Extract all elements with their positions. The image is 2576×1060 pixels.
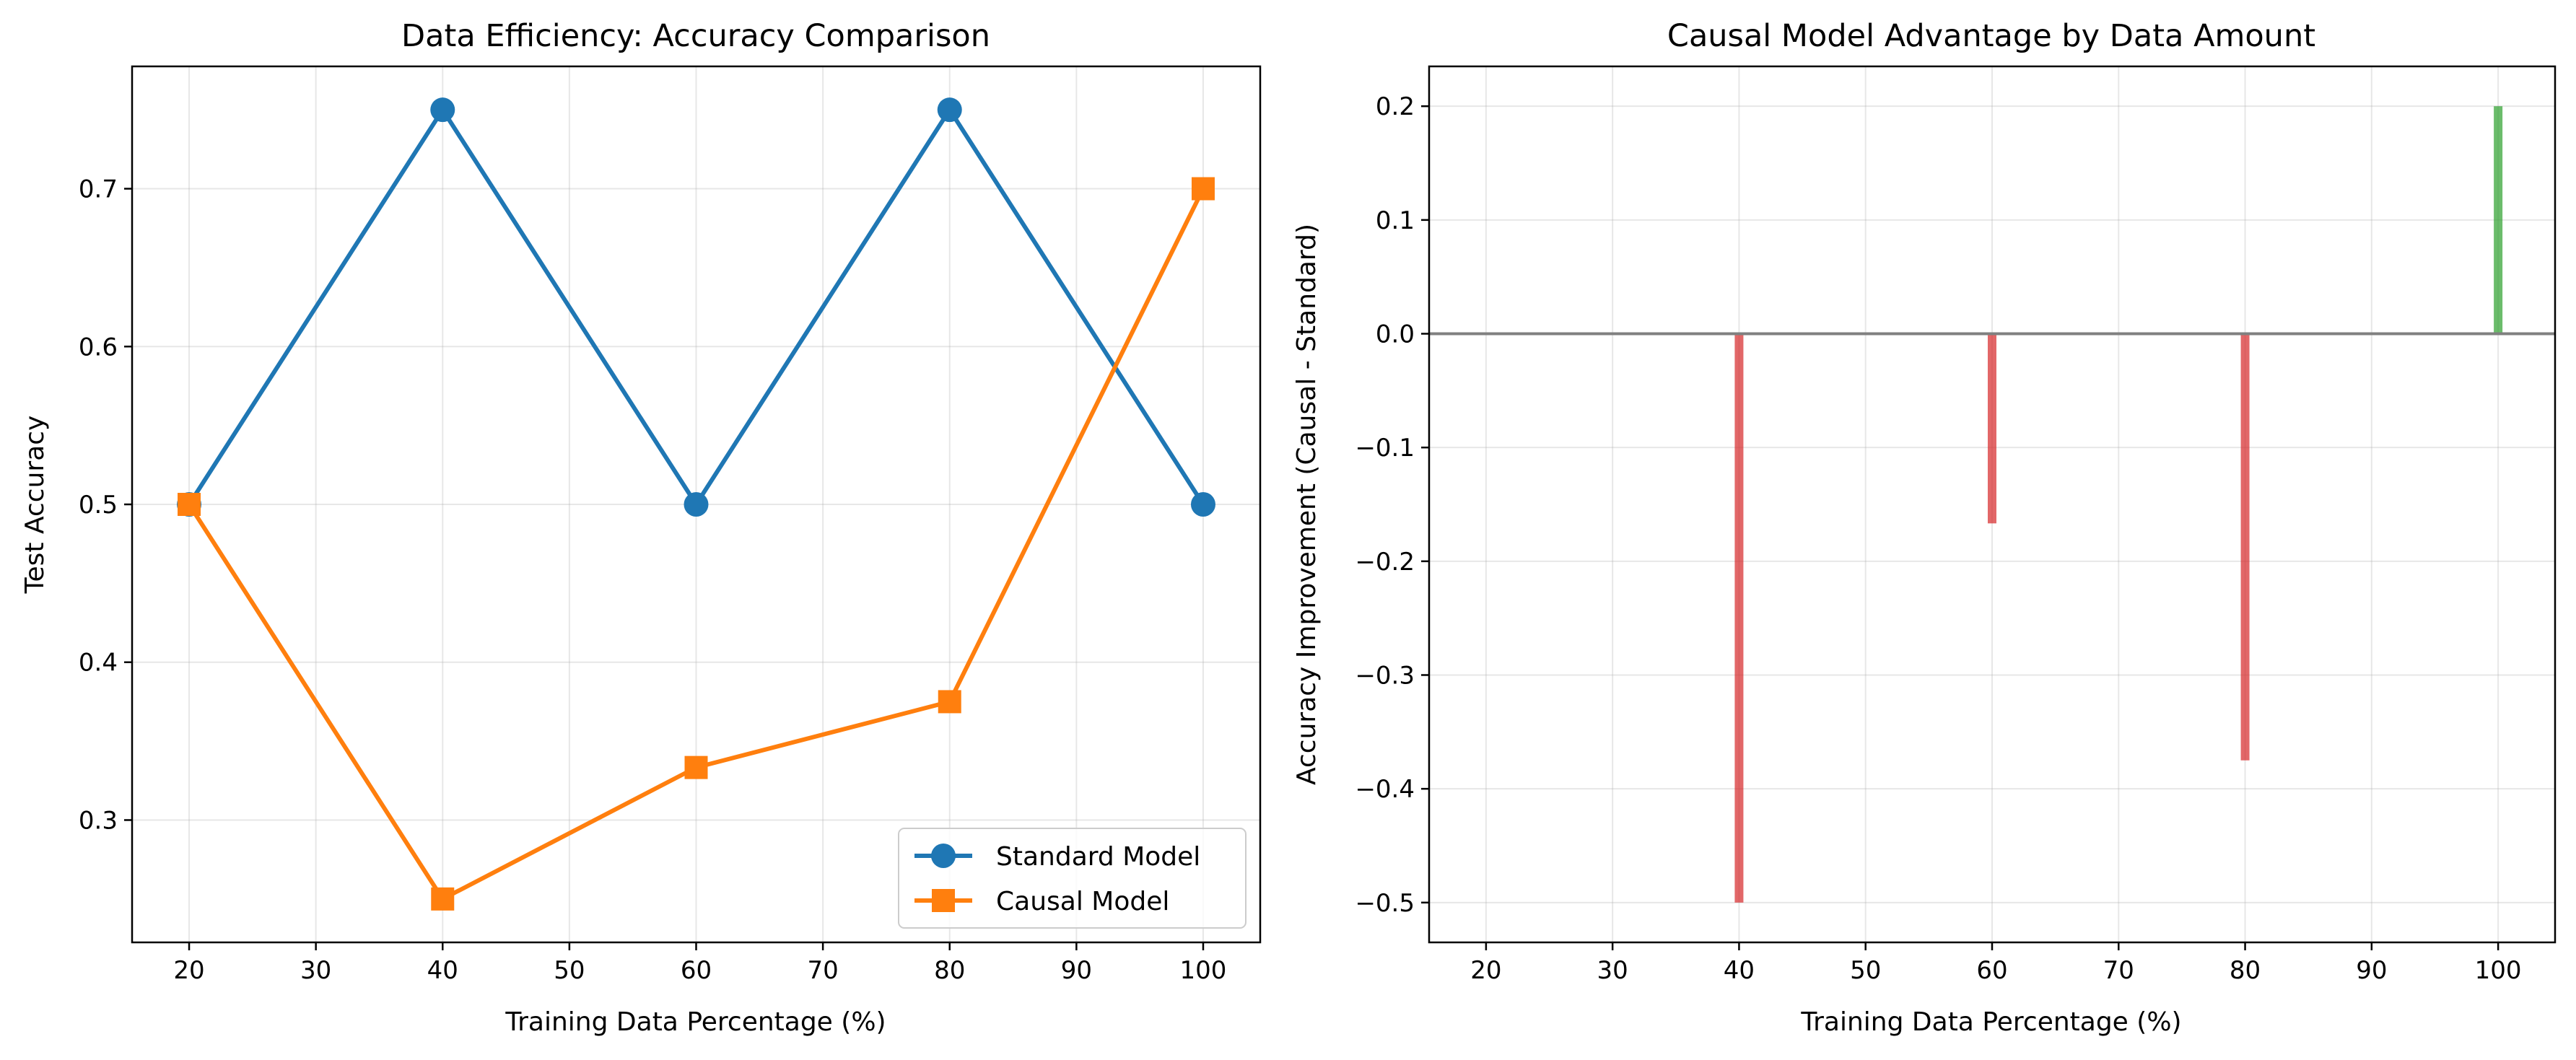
legend-label: Standard Model <box>996 842 1200 872</box>
chart2-y-axis-label: Accuracy Improvement (Causal - Standard) <box>1292 224 1322 785</box>
x-tick-label: 30 <box>1597 956 1628 985</box>
chart1-series <box>177 97 1215 911</box>
y-tick-label: −0.3 <box>1355 661 1415 690</box>
x-tick-label: 60 <box>1976 956 2007 985</box>
data-point-causal <box>431 887 455 911</box>
y-tick-label: −0.1 <box>1355 434 1415 463</box>
y-tick-label: 0.6 <box>79 333 118 362</box>
x-tick-label: 20 <box>173 956 204 985</box>
legend-label: Causal Model <box>996 887 1169 916</box>
x-tick-label: 100 <box>2475 956 2522 985</box>
data-point-causal <box>938 690 961 714</box>
data-point-causal <box>684 755 708 779</box>
y-tick-label: −0.4 <box>1355 775 1415 804</box>
x-tick-label: 40 <box>1724 956 1755 985</box>
legend-box <box>898 828 1246 929</box>
bar-80 <box>2240 333 2250 761</box>
x-tick-label: 70 <box>807 956 838 985</box>
x-tick-label: 60 <box>681 956 712 985</box>
chart2-x-ticks: 20 30 40 50 60 70 80 90 100 <box>1470 942 2522 985</box>
x-tick-label: 100 <box>1180 956 1227 985</box>
y-tick-label: 0.1 <box>1376 206 1415 235</box>
y-tick-label: 0.3 <box>79 806 118 835</box>
y-tick-label: 0.5 <box>79 491 118 520</box>
y-tick-label: 0.7 <box>79 175 118 204</box>
y-tick-label: −0.2 <box>1355 548 1415 577</box>
accuracy-comparison-chart: Data Efficiency: Accuracy Comparison 20 3… <box>20 18 1262 1037</box>
data-point-causal <box>178 493 201 516</box>
data-point-causal <box>1191 177 1215 201</box>
bar-60 <box>1988 333 1996 524</box>
advantage-chart: Causal Model Advantage by Data Amount 20… <box>1292 18 2557 1037</box>
data-point-standard <box>1190 492 1215 517</box>
data-point-standard <box>684 492 709 517</box>
x-tick-label: 50 <box>1850 956 1881 985</box>
bar-40 <box>1734 333 1744 903</box>
chart1-title: Data Efficiency: Accuracy Comparison <box>401 18 990 54</box>
bar-100 <box>2494 106 2503 334</box>
x-tick-label: 80 <box>934 956 965 985</box>
x-tick-label: 90 <box>2356 956 2387 985</box>
x-tick-label: 40 <box>427 956 458 985</box>
chart1-legend: Standard Model Causal Model <box>898 828 1246 929</box>
legend-marker <box>932 889 955 912</box>
chart1-x-axis-label: Training Data Percentage (%) <box>505 1007 886 1037</box>
data-point-standard <box>430 97 455 123</box>
y-tick-label: 0.2 <box>1376 92 1415 121</box>
chart2-y-ticks: −0.5 −0.4 −0.3 −0.2 −0.1 0.0 0.1 0.2 <box>1355 92 1429 918</box>
x-tick-label: 90 <box>1061 956 1092 985</box>
x-tick-label: 20 <box>1470 956 1501 985</box>
chart2-bars <box>1429 106 2555 903</box>
chart1-y-axis-label: Test Accuracy <box>20 416 50 595</box>
chart1-y-ticks: 0.3 0.4 0.5 0.6 0.7 <box>79 175 132 835</box>
x-tick-label: 50 <box>554 956 585 985</box>
x-tick-label: 80 <box>2230 956 2261 985</box>
chart1-x-ticks: 20 30 40 50 60 70 80 90 100 <box>173 942 1226 985</box>
y-tick-label: 0.0 <box>1376 320 1415 349</box>
x-tick-label: 70 <box>2103 956 2134 985</box>
data-point-standard <box>937 97 962 123</box>
chart2-title: Causal Model Advantage by Data Amount <box>1667 18 2315 54</box>
legend-marker <box>931 844 956 868</box>
y-tick-label: −0.5 <box>1355 889 1415 918</box>
chart2-x-axis-label: Training Data Percentage (%) <box>1800 1007 2181 1037</box>
x-tick-label: 30 <box>300 956 331 985</box>
y-tick-label: 0.4 <box>79 649 118 678</box>
